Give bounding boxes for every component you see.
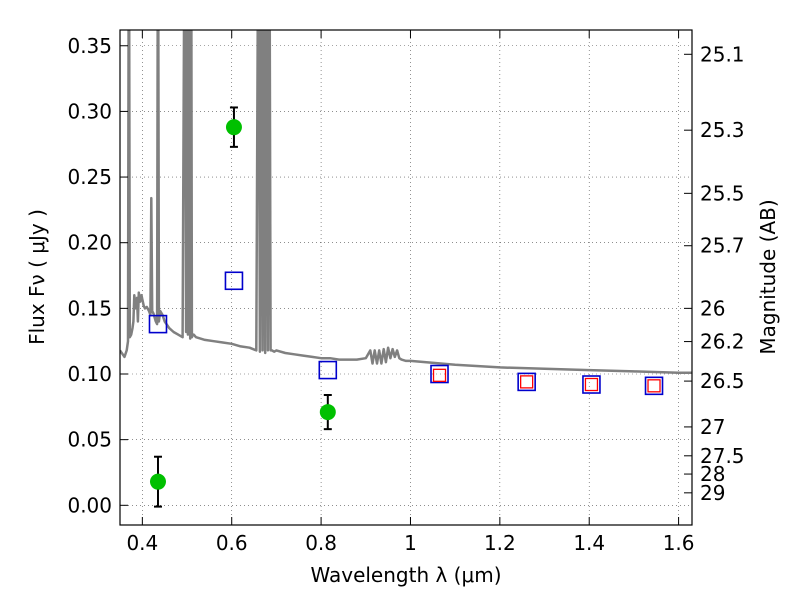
- x-tick-label: 1.6: [663, 531, 695, 555]
- y-tick-label: 0.15: [67, 296, 112, 320]
- model-band-flux-square: [430, 364, 449, 384]
- y2-tick-label: 25.5: [700, 181, 745, 205]
- plot-area: [120, 30, 692, 508]
- red-band-flux-square: [432, 368, 447, 382]
- red-band-flux-square: [647, 379, 661, 393]
- y2-tick-label: 28: [700, 462, 725, 486]
- y2-axis-title: Magnitude (AB): [756, 199, 780, 354]
- x-tick-label: 1: [404, 531, 417, 555]
- y2-tick-label: 29: [700, 481, 725, 505]
- y-tick-label: 0.10: [67, 362, 112, 386]
- grid: [120, 30, 692, 525]
- red-band-flux-square: [520, 375, 534, 389]
- plot-frame: [119, 29, 693, 526]
- y2-tick-label: 25.7: [700, 234, 745, 258]
- axes: 0.4 0.6 0.8 1 1.2 1.4 1.6 0.00 0.05 0.10 0.15 0.20 0…: [67, 30, 745, 555]
- y-tick-label: 0.35: [67, 34, 112, 58]
- model-spectrum-line: [120, 30, 692, 374]
- x-axis-title: Wavelength λ (μm): [310, 563, 501, 587]
- y2-tick-label: 26: [700, 296, 725, 320]
- model-band-flux-square: [582, 375, 601, 394]
- x-tick-label: 0.6: [216, 531, 248, 555]
- y2-tick-label: 27: [700, 415, 725, 439]
- y-tick-label: 0.30: [67, 99, 112, 123]
- y-tick-label: 0.20: [67, 231, 112, 255]
- y2-tick-label: 26.2: [700, 330, 745, 354]
- model-band-flux-square: [318, 360, 338, 380]
- y2-tick-label: 25.3: [700, 118, 745, 142]
- y-axis-title: Flux Fν ( μJy ): [25, 209, 49, 345]
- y2-tick-label: 26.5: [700, 369, 745, 393]
- model-band-flux-square: [517, 372, 536, 392]
- red-band-flux-square: [584, 377, 599, 392]
- model-band-flux-square: [644, 376, 664, 396]
- y-tick-label: 0.05: [67, 428, 112, 452]
- model-band-flux-square: [148, 314, 168, 334]
- y-tick-label: 0.25: [67, 165, 112, 189]
- y2-tick-label: 27.5: [700, 444, 745, 468]
- x-tick-label: 0.8: [305, 531, 337, 555]
- x-tick-label: 1.4: [573, 531, 605, 555]
- observed-flux-point: [319, 404, 336, 421]
- model-band-flux-square: [224, 271, 244, 291]
- x-tick-label: 0.4: [126, 531, 158, 555]
- x-tick-label: 1.2: [484, 531, 516, 555]
- y2-tick-label: 25.1: [700, 42, 745, 66]
- observed-flux-point: [225, 119, 242, 136]
- y-tick-label: 0.00: [67, 493, 112, 517]
- observed-flux-point: [149, 473, 166, 490]
